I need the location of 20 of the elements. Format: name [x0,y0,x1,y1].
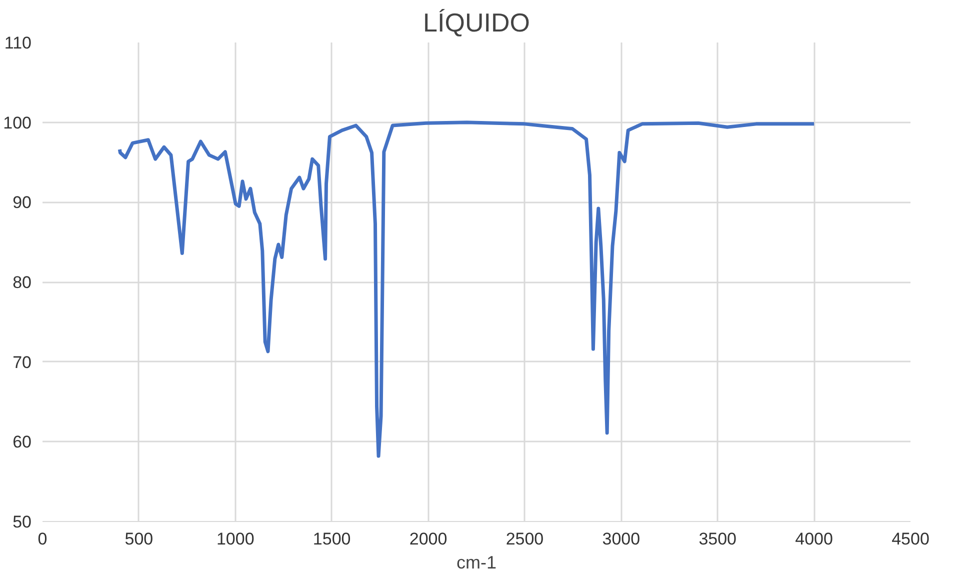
y-tick-label: 80 [12,273,32,292]
y-tick-label: 50 [12,512,32,532]
x-tick-label: 1000 [216,530,254,548]
y-tick-label: 100 [3,113,32,132]
x-tick-label: 500 [124,530,154,548]
line-series [118,120,816,458]
y-tick-label: 90 [12,193,32,212]
x-tick-label: 1500 [312,530,351,548]
x-tick-label: 3000 [602,530,640,548]
y-tick-label: 70 [12,352,32,372]
x-tick-label: 3500 [698,530,737,548]
x-tick-label: 0 [38,530,48,548]
y-tick-label: 110 [4,34,32,52]
y-tick-label: 60 [12,432,32,452]
x-tick-label: 2000 [409,530,448,548]
chart-title: LÍQUIDO [423,8,530,38]
x-axis-title: cm-1 [456,552,496,572]
x-tick-label: 4500 [892,530,930,548]
x-tick-label: 4000 [795,530,833,548]
x-tick-label: 2500 [506,530,544,548]
